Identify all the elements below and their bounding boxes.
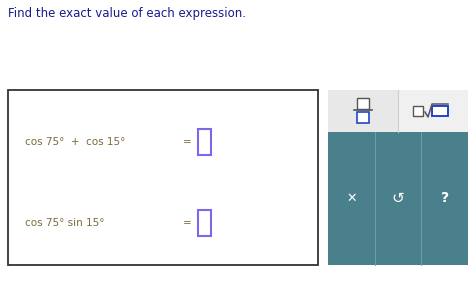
Bar [327,90,467,132]
Text: ?: ? [440,191,448,205]
Text: cos 75° sin 15°: cos 75° sin 15° [25,218,104,228]
Bar [8,90,317,265]
Text: ↺: ↺ [391,191,404,206]
Bar [356,98,368,109]
Text: ✕: ✕ [346,192,356,205]
Text: =: = [183,137,191,147]
Bar [431,106,447,116]
Bar [198,210,210,236]
Bar [327,132,467,265]
Text: =: = [183,218,191,228]
Text: Find the exact value of each expression.: Find the exact value of each expression. [8,7,246,20]
Bar [356,112,368,123]
Bar [198,129,210,155]
Bar [397,90,467,132]
Text: cos 75°  +  cos 15°: cos 75° + cos 15° [25,137,125,147]
Bar [412,106,422,116]
